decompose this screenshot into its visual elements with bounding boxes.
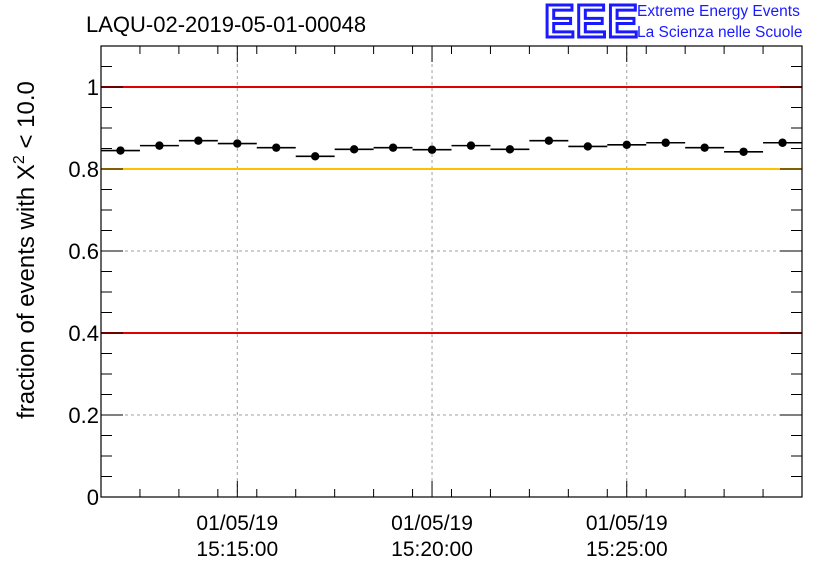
- x-tick-label-line: 01/05/19: [391, 512, 473, 535]
- chart-title: LAQU-02-2019-05-01-00048: [86, 12, 366, 37]
- y-axis-label: fraction of events with X2 < 10.0: [11, 81, 40, 419]
- data-point: [155, 141, 164, 150]
- y-tick-label: 0: [87, 485, 99, 510]
- y-axis-label-superscript: 2: [11, 155, 28, 164]
- x-tick-label-line: 01/05/19: [196, 512, 278, 535]
- y-tick-label: 1: [87, 75, 99, 100]
- x-tick-label: 01/05/19 15:25:00: [586, 512, 668, 561]
- y-axis-label-suffix: < 10.0: [13, 81, 40, 155]
- data-point: [466, 141, 476, 150]
- y-axis-label-prefix: fraction of events with: [13, 180, 40, 419]
- data-point: [544, 136, 554, 145]
- x-tick-label-line: 15:20:00: [391, 538, 473, 561]
- data-point: [427, 145, 437, 154]
- data-point: [194, 136, 203, 145]
- data-point: [349, 145, 359, 154]
- data-point: [272, 143, 281, 152]
- data-points: [101, 136, 802, 161]
- x-tick-label-line: 15:25:00: [586, 538, 668, 561]
- y-tick-label: 0.4: [68, 321, 99, 346]
- reference-lines: [101, 86, 802, 334]
- data-point: [583, 142, 593, 151]
- data-point: [622, 140, 631, 150]
- data-point: [778, 138, 787, 147]
- data-point: [310, 152, 320, 161]
- x-tick-label: 01/05/19 15:15:00: [196, 512, 278, 561]
- data-point: [116, 146, 125, 155]
- y-tick-labels: 0 0.2 0.4 0.6 0.8 1: [68, 75, 99, 510]
- data-point: [233, 139, 242, 148]
- y-tick-label: 0.6: [68, 239, 99, 264]
- y-axis-label-symbol: X: [13, 164, 40, 180]
- grid-lines: [101, 46, 802, 497]
- data-point: [505, 145, 515, 154]
- y-tick-label: 0.2: [68, 403, 99, 428]
- eee-logo-letters: EEE: [542, 0, 640, 48]
- y-tick-label: 0.8: [68, 157, 99, 182]
- axis-ticks: [100, 45, 803, 498]
- plot-frame: [100, 45, 803, 498]
- x-tick-label-line: 15:15:00: [196, 538, 278, 561]
- eee-logo-line1: Extreme Energy Events: [637, 3, 800, 20]
- data-point: [700, 143, 709, 152]
- x-tick-label-line: 01/05/19: [586, 512, 668, 535]
- data-point: [661, 138, 670, 147]
- data-point: [388, 143, 398, 152]
- x-tick-label: 01/05/19 15:20:00: [391, 512, 473, 561]
- data-point: [739, 147, 748, 156]
- eee-logo: EEE Extreme Energy Events La Scienza nel…: [542, 0, 834, 48]
- eee-logo-line2: La Scienza nelle Scuole: [637, 24, 803, 41]
